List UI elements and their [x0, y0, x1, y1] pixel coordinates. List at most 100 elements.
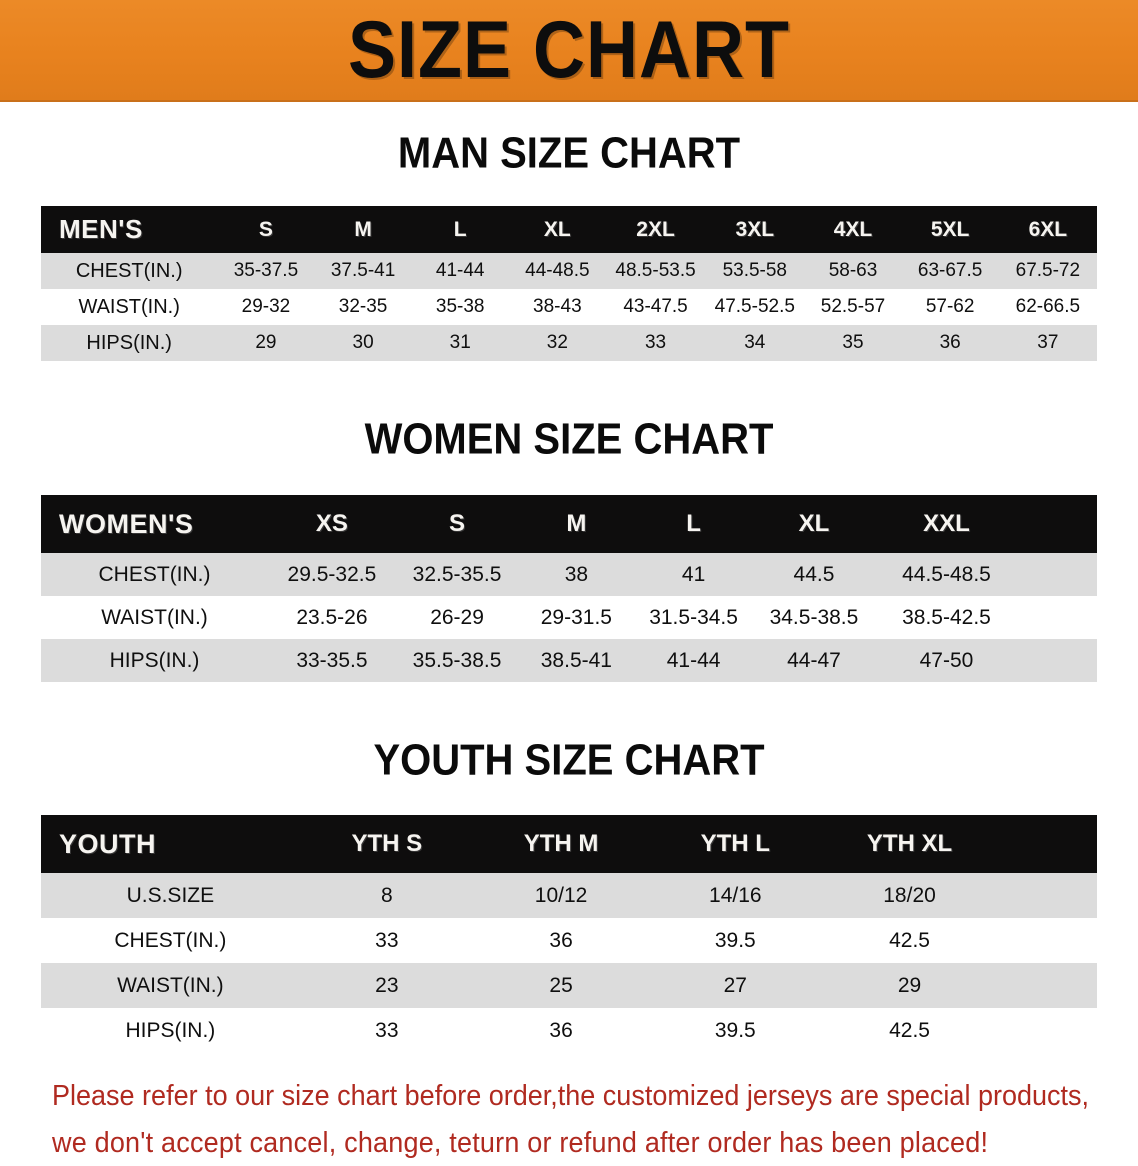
man-col-header: S — [258, 217, 273, 241]
youth-col-header: YTH XL — [866, 830, 953, 857]
man-cell: 36 — [939, 332, 961, 353]
women-cell: 44.5-48.5 — [902, 562, 991, 586]
youth-cell-empty — [997, 1008, 1097, 1053]
youth-cell: 36 — [549, 928, 573, 952]
man-col-header: 5XL — [930, 217, 970, 241]
man-cell: 44-48.5 — [525, 260, 590, 281]
man-cell: 31 — [449, 332, 471, 353]
youth-cell: 42.5 — [889, 1018, 930, 1042]
women-cell-empty — [1018, 596, 1097, 639]
man-size-table-wrapper: MEN'S S M L XL 2XL 3XL 4XL 5XL 6XL CHEST… — [41, 206, 1097, 361]
women-size-table: WOMEN'S XS S M L XL XXL CHEST(IN.) 29.5-… — [41, 495, 1097, 682]
man-cell: 32 — [546, 332, 568, 353]
page-title: SIZE CHART — [348, 5, 790, 95]
youth-cell: 18/20 — [883, 883, 936, 907]
youth-cell: 10/12 — [534, 883, 588, 907]
table-row: CHEST(IN.) 33 36 39.5 42.5 — [41, 918, 1097, 963]
women-cell: 38.5-41 — [540, 648, 612, 672]
women-col-header: M — [566, 510, 587, 537]
man-cell: 35-38 — [435, 296, 485, 317]
youth-row-label: U.S.SIZE — [126, 883, 215, 907]
youth-col-header: YTH L — [700, 830, 770, 857]
youth-cell: 33 — [375, 928, 399, 952]
youth-cell: 23 — [375, 973, 399, 997]
man-cell: 43-47.5 — [623, 296, 688, 317]
women-cell: 41 — [681, 562, 706, 586]
women-row-label: WAIST(IN.) — [101, 605, 208, 629]
youth-size-table: YOUTH YTH S YTH M YTH L YTH XL U.S.SIZE … — [41, 815, 1097, 1053]
women-cell: 35.5-38.5 — [412, 648, 502, 672]
man-cell: 37 — [1037, 332, 1059, 353]
man-cell: 29-32 — [241, 296, 291, 317]
women-col-header-empty — [1018, 495, 1097, 553]
size-chart-banner: SIZE CHART — [0, 0, 1138, 102]
women-cell: 23.5-26 — [296, 605, 368, 629]
women-cell: 34.5-38.5 — [769, 605, 859, 629]
women-row-label: CHEST(IN.) — [98, 562, 211, 586]
youth-cell: 39.5 — [714, 928, 756, 952]
table-row: WAIST(IN.) 23 25 27 29 — [41, 963, 1097, 1008]
table-row: HIPS(IN.) 33-35.5 35.5-38.5 38.5-41 41-4… — [41, 639, 1097, 682]
youth-row-label: WAIST(IN.) — [117, 973, 224, 997]
youth-row-label-header: YOUTH — [59, 828, 156, 859]
youth-size-table-wrapper: YOUTH YTH S YTH M YTH L YTH XL U.S.SIZE … — [41, 815, 1097, 1053]
man-cell: 53.5-58 — [722, 260, 788, 281]
man-cell: 38-43 — [533, 296, 582, 317]
table-row: HIPS(IN.) 29 30 31 32 33 34 35 36 37 — [41, 325, 1097, 361]
table-row: U.S.SIZE 8 10/12 14/16 18/20 — [41, 873, 1097, 918]
table-row: WAIST(IN.) 23.5-26 26-29 29-31.5 31.5-34… — [41, 596, 1097, 639]
women-col-header: S — [449, 510, 466, 537]
man-cell: 47.5-52.5 — [714, 296, 795, 317]
table-row: CHEST(IN.) 35-37.5 37.5-41 41-44 44-48.5… — [41, 253, 1097, 289]
youth-row-label: HIPS(IN.) — [125, 1018, 216, 1042]
women-cell: 31.5-34.5 — [649, 605, 738, 629]
table-row: WAIST(IN.) 29-32 32-35 35-38 38-43 43-47… — [41, 289, 1097, 325]
youth-cell: 8 — [380, 883, 393, 907]
man-row-label: WAIST(IN.) — [78, 295, 180, 318]
man-row-label: CHEST(IN.) — [75, 259, 183, 282]
women-section-title: WOMEN SIZE CHART — [364, 414, 774, 464]
disclaimer-line-2: we don't accept cancel, change, teturn o… — [52, 1126, 989, 1159]
man-section-title: MAN SIZE CHART — [397, 128, 741, 178]
man-cell: 67.5-72 — [1015, 260, 1081, 281]
women-row-label: HIPS(IN.) — [109, 648, 200, 672]
man-cell: 62-66.5 — [1015, 296, 1081, 317]
youth-row-label: CHEST(IN.) — [114, 928, 227, 952]
man-cell: 63-67.5 — [917, 260, 983, 281]
man-cell: 29 — [255, 332, 277, 353]
man-cell: 41-44 — [435, 260, 485, 281]
youth-cell: 36 — [549, 1018, 573, 1042]
man-col-header: M — [354, 217, 372, 241]
women-cell-empty — [1018, 639, 1097, 682]
man-cell: 35-37.5 — [233, 260, 299, 281]
youth-section-title: YOUTH SIZE CHART — [373, 735, 765, 785]
youth-cell: 25 — [549, 973, 573, 997]
man-row-label-header: MEN'S — [59, 214, 143, 244]
size-chart-disclaimer: Please refer to our size chart before or… — [34, 1072, 1104, 1165]
man-cell: 32-35 — [338, 296, 388, 317]
youth-cell: 39.5 — [714, 1018, 756, 1042]
women-cell: 33-35.5 — [296, 648, 368, 672]
man-cell: 34 — [744, 332, 766, 353]
women-cell: 29-31.5 — [540, 605, 612, 629]
women-table-header-row: WOMEN'S XS S M L XL XXL — [41, 495, 1097, 553]
youth-col-header: YTH M — [523, 830, 599, 857]
youth-cell-empty — [997, 873, 1097, 918]
women-col-header: XL — [798, 510, 830, 537]
women-cell: 38.5-42.5 — [902, 605, 991, 629]
women-size-table-wrapper: WOMEN'S XS S M L XL XXL CHEST(IN.) 29.5-… — [41, 495, 1097, 682]
man-col-header: 2XL — [636, 217, 675, 241]
youth-cell: 29 — [897, 973, 922, 997]
man-cell: 33 — [644, 332, 667, 353]
women-cell: 38 — [564, 562, 589, 586]
man-cell: 37.5-41 — [330, 260, 396, 281]
youth-col-header-empty — [997, 815, 1097, 873]
man-row-label: HIPS(IN.) — [86, 331, 172, 354]
women-cell-empty — [1018, 553, 1097, 596]
women-cell: 29.5-32.5 — [287, 562, 377, 586]
man-cell: 58-63 — [828, 260, 878, 281]
man-col-header: 3XL — [735, 217, 775, 241]
youth-cell-empty — [997, 918, 1097, 963]
women-cell: 41-44 — [666, 648, 721, 672]
women-cell: 47-50 — [919, 648, 974, 672]
